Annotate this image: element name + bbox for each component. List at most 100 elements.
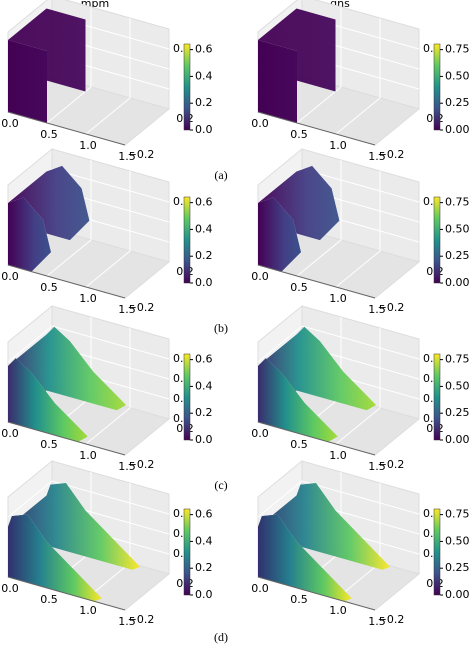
x-tick-label: 0.5 bbox=[290, 281, 308, 294]
x-axis bbox=[7, 264, 126, 299]
particles-front bbox=[258, 358, 338, 442]
x-tick-label: 0.0 bbox=[1, 582, 19, 595]
pane-grid bbox=[335, 18, 381, 135]
colorbar-tick-label: 0.00 bbox=[445, 276, 470, 289]
colorbar-tick-label: 0.0 bbox=[195, 588, 213, 601]
x-tick-label: 1.0 bbox=[79, 292, 97, 305]
y-tick-label: −0.2 bbox=[128, 301, 155, 314]
x-tick-label: 0.0 bbox=[251, 270, 269, 283]
x-tick-label: 0.0 bbox=[251, 582, 269, 595]
y-tick-label: −0.2 bbox=[128, 148, 155, 161]
column-title: mpm bbox=[81, 0, 109, 10]
pane-grid bbox=[46, 160, 92, 277]
x-tick-label: 1.5 bbox=[368, 150, 386, 163]
x-tick-label: 0.5 bbox=[290, 438, 308, 451]
pane-grid bbox=[296, 160, 342, 277]
x-tick-label: 1.5 bbox=[368, 303, 386, 316]
colorbar bbox=[183, 508, 191, 596]
y-tick-label: −0.2 bbox=[128, 458, 155, 471]
particles bbox=[258, 165, 340, 272]
y-tick-label: −0.2 bbox=[378, 301, 405, 314]
x-tick-label: 1.5 bbox=[368, 460, 386, 473]
x-tick-label: 0.5 bbox=[40, 593, 58, 606]
particles-front bbox=[258, 514, 352, 602]
colorbar-tick-label: 0.0 bbox=[195, 123, 213, 136]
colorbar-tick-label: 0.2 bbox=[195, 561, 213, 574]
colorbar-tick-label: 0.2 bbox=[195, 406, 213, 419]
colorbar-tick-label: 0.75 bbox=[445, 43, 470, 56]
colorbar-tick-label: 0.6 bbox=[195, 43, 213, 56]
particles-front bbox=[8, 358, 88, 442]
colorbar-tick-label: 0.25 bbox=[445, 96, 470, 109]
pane-grid bbox=[257, 480, 420, 518]
x-tick-label: 1.0 bbox=[329, 139, 347, 152]
x-axis bbox=[257, 111, 376, 146]
pane-grid bbox=[335, 328, 381, 445]
particles-front bbox=[258, 40, 297, 123]
colorbar bbox=[433, 508, 441, 596]
x-tick-label: 0.5 bbox=[290, 128, 308, 141]
colorbar-tick-label: 0.6 bbox=[195, 508, 213, 521]
x-tick-label: 0.0 bbox=[251, 117, 269, 130]
pane-grid bbox=[46, 7, 92, 124]
colorbar-tick-label: 0.75 bbox=[445, 196, 470, 209]
x-tick-label: 0.5 bbox=[40, 438, 58, 451]
colorbar-tick-label: 0.50 bbox=[445, 534, 470, 547]
colorbar-tick-label: 0.6 bbox=[195, 196, 213, 209]
colorbar-tick-label: 0.50 bbox=[445, 69, 470, 82]
x-tick-label: 1.0 bbox=[79, 449, 97, 462]
colorbar bbox=[183, 353, 191, 441]
colorbar-tick-label: 0.4 bbox=[195, 379, 213, 392]
x-axis bbox=[257, 421, 376, 456]
pane-grid bbox=[85, 171, 131, 288]
particles bbox=[8, 165, 90, 272]
caption: (d) bbox=[214, 630, 228, 644]
x-axis bbox=[7, 111, 126, 146]
colorbar-tick-label: 0.00 bbox=[445, 433, 470, 446]
x-tick-label: 1.0 bbox=[329, 292, 347, 305]
x-axis bbox=[7, 576, 126, 611]
colorbar-tick-label: 0.25 bbox=[445, 249, 470, 262]
pane-grid bbox=[7, 325, 170, 363]
colorbar bbox=[183, 196, 191, 284]
pane-grid bbox=[335, 171, 381, 288]
colorbar-tick-label: 0.6 bbox=[195, 353, 213, 366]
pane-grid bbox=[7, 480, 170, 518]
colorbar-tick-label: 0.50 bbox=[445, 379, 470, 392]
x-tick-label: 1.5 bbox=[368, 615, 386, 628]
colorbar-tick-label: 0.25 bbox=[445, 561, 470, 574]
x-tick-label: 1.0 bbox=[329, 449, 347, 462]
caption: (a) bbox=[214, 168, 227, 182]
colorbar-tick-label: 0.00 bbox=[445, 588, 470, 601]
x-tick-label: 1.5 bbox=[118, 303, 136, 316]
x-tick-label: 0.0 bbox=[1, 117, 19, 130]
pane-grid bbox=[257, 325, 420, 363]
x-axis bbox=[257, 576, 376, 611]
colorbar bbox=[433, 196, 441, 284]
colorbar-tick-label: 0.0 bbox=[195, 433, 213, 446]
particles-front bbox=[258, 197, 301, 272]
x-tick-label: 1.0 bbox=[79, 139, 97, 152]
colorbar-tick-label: 0.0 bbox=[195, 276, 213, 289]
x-tick-label: 0.5 bbox=[40, 281, 58, 294]
colorbar-tick-label: 0.4 bbox=[195, 534, 213, 547]
x-tick-label: 0.5 bbox=[40, 128, 58, 141]
colorbar-tick-label: 0.2 bbox=[195, 96, 213, 109]
y-tick-label: −0.2 bbox=[128, 613, 155, 626]
x-tick-label: 0.0 bbox=[1, 270, 19, 283]
colorbar bbox=[183, 43, 191, 131]
x-axis bbox=[257, 264, 376, 299]
colorbar-tick-label: 0.75 bbox=[445, 353, 470, 366]
x-tick-label: 1.5 bbox=[118, 460, 136, 473]
y-tick-label: −0.2 bbox=[378, 613, 405, 626]
colorbar-tick-label: 0.25 bbox=[445, 406, 470, 419]
caption: (c) bbox=[214, 478, 227, 492]
colorbar-tick-label: 0.2 bbox=[195, 249, 213, 262]
x-tick-label: 1.5 bbox=[118, 150, 136, 163]
colorbar bbox=[433, 43, 441, 131]
x-tick-label: 1.0 bbox=[329, 604, 347, 617]
particles-front bbox=[8, 40, 47, 123]
colorbar bbox=[433, 353, 441, 441]
particles-front bbox=[8, 514, 102, 602]
particles bbox=[258, 8, 336, 123]
